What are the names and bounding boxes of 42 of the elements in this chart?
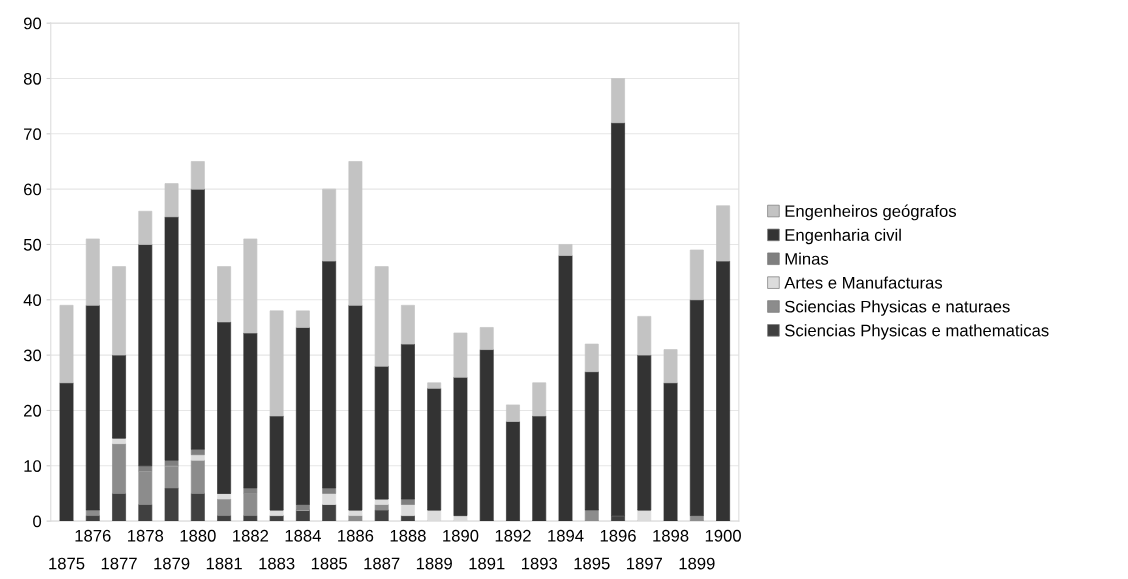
x-tick-label: 1886 bbox=[338, 529, 374, 542]
y-tick-label: 50 bbox=[23, 238, 42, 251]
legend-label: Artes e Manufacturas bbox=[784, 276, 943, 289]
y-tick-label: 40 bbox=[23, 294, 42, 306]
x-tick-label: 1898 bbox=[653, 529, 689, 542]
x-tick-label: 1900 bbox=[705, 529, 741, 542]
legend-label: Engenheiros geógrafos bbox=[785, 204, 957, 221]
x-tick-label: 1888 bbox=[390, 529, 426, 542]
x-tick-label: 1880 bbox=[180, 529, 216, 542]
x-tick-label: 1884 bbox=[285, 529, 321, 542]
legend-label: Sciencias Physicas e naturaes bbox=[785, 300, 1010, 316]
x-tick-label: 1892 bbox=[495, 529, 531, 542]
x-tick-label: 1890 bbox=[443, 529, 479, 542]
x-tick-label: 1878 bbox=[128, 529, 164, 542]
x-tick-label: 1881 bbox=[206, 557, 242, 570]
x-tick-label: 1876 bbox=[75, 529, 111, 542]
x-tick-label: 1895 bbox=[574, 557, 610, 570]
x-tick-label: 1889 bbox=[416, 557, 452, 570]
legend-label: Minas bbox=[785, 252, 829, 265]
x-tick-label: 1885 bbox=[311, 557, 347, 570]
x-tick-label: 1896 bbox=[600, 529, 636, 542]
x-tick-label: 1883 bbox=[259, 557, 295, 570]
x-tick-label: 1877 bbox=[101, 557, 137, 570]
x-tick-label: 1899 bbox=[679, 557, 715, 570]
x-tick-label: 1893 bbox=[521, 557, 558, 570]
legend-label: Sciencias Physicas e mathematicas bbox=[785, 324, 1049, 340]
x-tick-label: 1897 bbox=[627, 557, 662, 570]
y-tick-label: 30 bbox=[23, 349, 42, 362]
x-tick-label: 1882 bbox=[233, 529, 269, 542]
y-tick-label: 80 bbox=[23, 72, 42, 85]
y-tick-label: 10 bbox=[24, 460, 42, 472]
x-tick-label: 1894 bbox=[548, 529, 584, 542]
y-tick-label: 90 bbox=[23, 17, 42, 30]
legend-label: Engenharia civil bbox=[785, 228, 901, 245]
y-tick-label: 20 bbox=[24, 404, 42, 417]
y-tick-label: 70 bbox=[24, 128, 42, 141]
x-tick-label: 1887 bbox=[364, 557, 400, 570]
y-tick-label: 60 bbox=[24, 183, 42, 196]
y-tick-label: 0 bbox=[33, 515, 42, 528]
x-tick-label: 1875 bbox=[49, 557, 85, 570]
x-tick-label: 1891 bbox=[469, 557, 505, 570]
x-tick-label: 1879 bbox=[154, 557, 190, 570]
